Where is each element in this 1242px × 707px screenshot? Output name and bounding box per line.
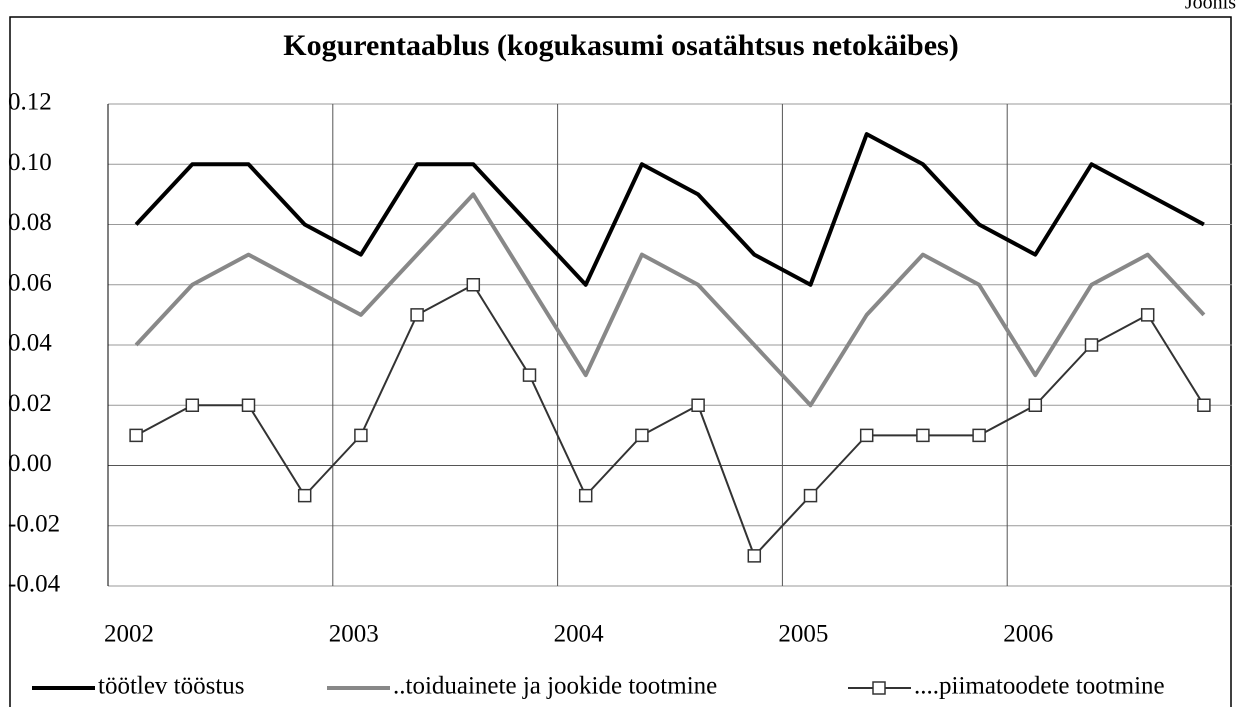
- series-line: [134, 192, 1206, 408]
- legend-marker: [872, 681, 886, 695]
- marker: [1028, 398, 1043, 412]
- marker: [635, 428, 649, 443]
- marker: [241, 398, 256, 412]
- marker: [803, 488, 818, 503]
- x-tick-label: 2005: [778, 621, 828, 648]
- y-tick-label: 0.12: [8, 89, 52, 116]
- marker: [354, 428, 368, 443]
- y-tick-label: 0.08: [8, 209, 52, 236]
- y-tick-label: -0.02: [8, 510, 60, 537]
- y-tick-label: 0.10: [8, 149, 52, 176]
- marker: [1140, 308, 1155, 322]
- x-tick-label: 2004: [554, 621, 605, 648]
- marker: [466, 278, 481, 292]
- legend-label: ....piimatoodete tootmine: [914, 673, 1165, 700]
- marker: [522, 368, 537, 382]
- marker: [1084, 338, 1099, 352]
- x-tick-label: 2002: [104, 621, 154, 648]
- marker: [185, 398, 200, 412]
- y-tick-label: 0.06: [8, 269, 52, 296]
- legend-label: ..toiduainete ja jookide tootmine: [393, 673, 717, 700]
- marker: [297, 488, 312, 503]
- marker: [747, 549, 762, 563]
- marker: [129, 428, 143, 443]
- y-tick-label: 0.00: [8, 450, 52, 477]
- y-tick-label: 0.02: [8, 390, 52, 417]
- marker: [859, 428, 874, 443]
- marker: [691, 398, 705, 412]
- frame: [9, 16, 1232, 707]
- x-tick-label: 2003: [329, 621, 379, 648]
- marker: [916, 428, 930, 443]
- marker: [578, 488, 593, 503]
- series-line: [134, 132, 1205, 287]
- chart-title: Kogurentaablus (kogukasumi osatähtsus ne…: [283, 29, 958, 62]
- x-tick-label: 2006: [1003, 621, 1053, 648]
- y-tick-label: -0.04: [8, 571, 61, 598]
- y-tick-label: 0.04: [8, 330, 52, 357]
- marker: [972, 428, 986, 443]
- annotation: Joonis: [1185, 0, 1236, 14]
- legend-label: töötlev tööstus: [98, 673, 245, 700]
- series-line: [135, 283, 1205, 557]
- marker: [410, 308, 424, 322]
- marker: [1197, 398, 1211, 412]
